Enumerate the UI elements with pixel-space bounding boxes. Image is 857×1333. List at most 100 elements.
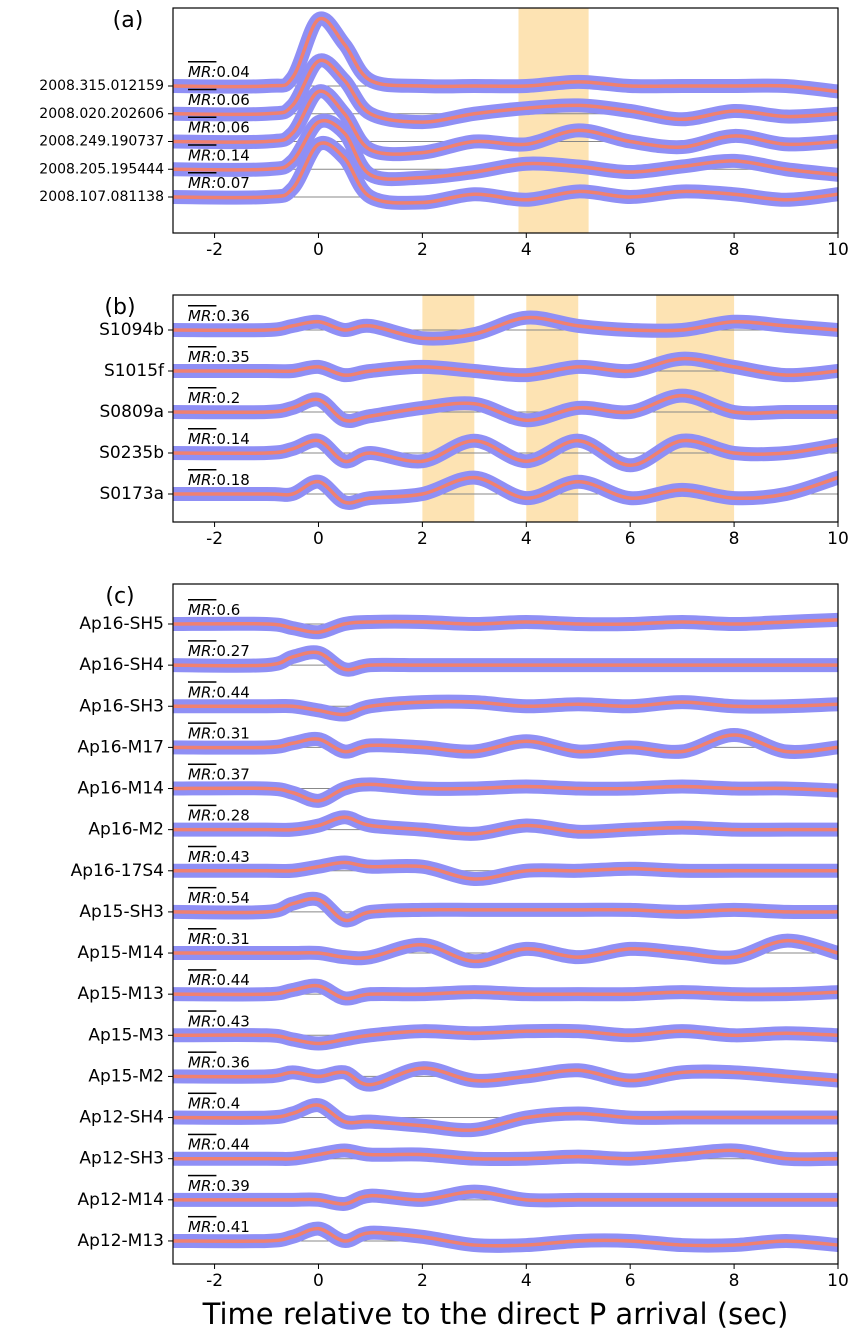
panel-label: (a) [113, 8, 144, 33]
mr-prefix: MR: [188, 642, 216, 660]
x-tick-label: 0 [313, 1271, 324, 1291]
mr-value: 0.14 [216, 146, 249, 164]
mr-prefix: MR: [188, 1012, 216, 1030]
mr-label: MR:0.4 [188, 1094, 240, 1112]
mr-label: MR:0.44 [188, 683, 250, 701]
mr-prefix: MR: [188, 971, 216, 989]
trace-mean [173, 356, 838, 377]
trace-mean [173, 1189, 838, 1206]
x-tick-label: 10 [827, 1271, 849, 1291]
panel-label: (b) [104, 295, 135, 320]
mr-value: 0.31 [216, 930, 249, 948]
mr-prefix: MR: [188, 90, 216, 108]
mr-value: 0.44 [216, 1135, 249, 1153]
trace-mean [173, 1226, 838, 1248]
x-tick-label: 10 [827, 529, 849, 549]
panel-label: (c) [105, 584, 134, 609]
mr-label: MR:0.27 [188, 642, 250, 660]
trace-label: Ap16-SH4 [79, 655, 164, 675]
trace-spread [173, 933, 838, 969]
trace-label: 2008.249.190737 [39, 134, 164, 150]
mr-label: MR:0.37 [188, 765, 250, 783]
mr-value: 0.43 [216, 847, 249, 865]
x-tick-label: 2 [417, 240, 428, 260]
trace-label: S1015f [104, 361, 165, 381]
mr-prefix: MR: [188, 888, 216, 906]
trace-label: Ap15-M14 [78, 943, 165, 963]
mr-value: 0.44 [216, 683, 249, 701]
x-axis-title: Time relative to the direct P arrival (s… [202, 1297, 789, 1331]
trace-mean [173, 938, 838, 964]
axes-frame [172, 294, 839, 523]
mr-label: MR:0.43 [188, 847, 250, 865]
mr-label: MR:0.36 [188, 307, 250, 325]
trace-label: Ap16-SH3 [79, 696, 164, 716]
mr-label: MR:0.43 [188, 1012, 250, 1030]
trace-mean [173, 1029, 838, 1046]
trace-label: Ap16-17S4 [71, 861, 164, 881]
x-tick-label: 2 [417, 1271, 428, 1291]
trace-label: Ap15-M3 [88, 1025, 164, 1045]
mr-value: 0.06 [216, 118, 249, 136]
trace-mean [173, 315, 838, 341]
trace-label: Ap15-SH3 [79, 902, 164, 922]
trace-mean [173, 118, 838, 181]
trace-mean [173, 983, 838, 1001]
mr-label: MR:0.14 [188, 146, 250, 164]
mr-label: MR:0.2 [188, 389, 240, 407]
mr-prefix: MR: [188, 1176, 216, 1194]
mr-value: 0.35 [216, 348, 249, 366]
mr-value: 0.43 [216, 1012, 249, 1030]
mr-prefix: MR: [188, 1053, 216, 1071]
mr-value: 0.04 [216, 63, 249, 81]
trace-mean [173, 815, 838, 836]
x-tick-label: 6 [625, 240, 636, 260]
mr-prefix: MR: [188, 471, 216, 489]
mr-prefix: MR: [188, 389, 216, 407]
mr-label: MR:0.44 [188, 971, 250, 989]
trace-label: Ap12-SH3 [79, 1149, 164, 1169]
mr-value: 0.18 [216, 471, 249, 489]
mr-prefix: MR: [188, 63, 216, 81]
mr-prefix: MR: [188, 847, 216, 865]
mr-label: MR:0.41 [188, 1217, 250, 1235]
mr-label: MR:0.06 [188, 90, 250, 108]
mr-label: MR:0.18 [188, 471, 250, 489]
mr-value: 0.14 [216, 430, 249, 448]
trace-label: Ap12-M14 [78, 1190, 165, 1210]
mr-label: MR:0.14 [188, 430, 250, 448]
trace-mean [173, 1066, 838, 1087]
mr-value: 0.36 [216, 307, 249, 325]
mr-value: 0.37 [216, 765, 249, 783]
x-tick-label: 0 [313, 240, 324, 260]
trace-label: Ap12-SH4 [79, 1108, 164, 1128]
mr-prefix: MR: [188, 1135, 216, 1153]
trace-spread [173, 645, 838, 677]
trace-mean [173, 141, 838, 205]
trace-mean [173, 16, 838, 94]
mr-label: MR:0.31 [188, 930, 250, 948]
mr-prefix: MR: [188, 1094, 216, 1112]
trace-label: 2008.107.081138 [39, 189, 164, 205]
trace-label: S0809a [100, 402, 164, 422]
x-tick-label: 8 [729, 529, 740, 549]
trace-label: Ap16-M14 [78, 779, 165, 799]
x-tick-label: 0 [313, 529, 324, 549]
mr-label: MR:0.06 [188, 118, 250, 136]
trace-mean [173, 860, 838, 881]
trace-label: Ap16-M2 [88, 820, 164, 840]
x-tick-label: -2 [206, 240, 223, 260]
mr-prefix: MR: [188, 146, 216, 164]
mr-prefix: MR: [188, 765, 216, 783]
trace-label: S1094b [99, 320, 164, 340]
mr-prefix: MR: [188, 930, 216, 948]
mr-label: MR:0.35 [188, 348, 250, 366]
trace-mean [173, 699, 838, 717]
mr-prefix: MR: [188, 683, 216, 701]
mr-value: 0.39 [216, 1176, 249, 1194]
x-tick-label: 6 [625, 1271, 636, 1291]
axes-frame [172, 7, 839, 234]
trace-label: 2008.205.195444 [39, 161, 164, 177]
mr-value: 0.28 [216, 806, 249, 824]
plot-area [173, 295, 838, 522]
